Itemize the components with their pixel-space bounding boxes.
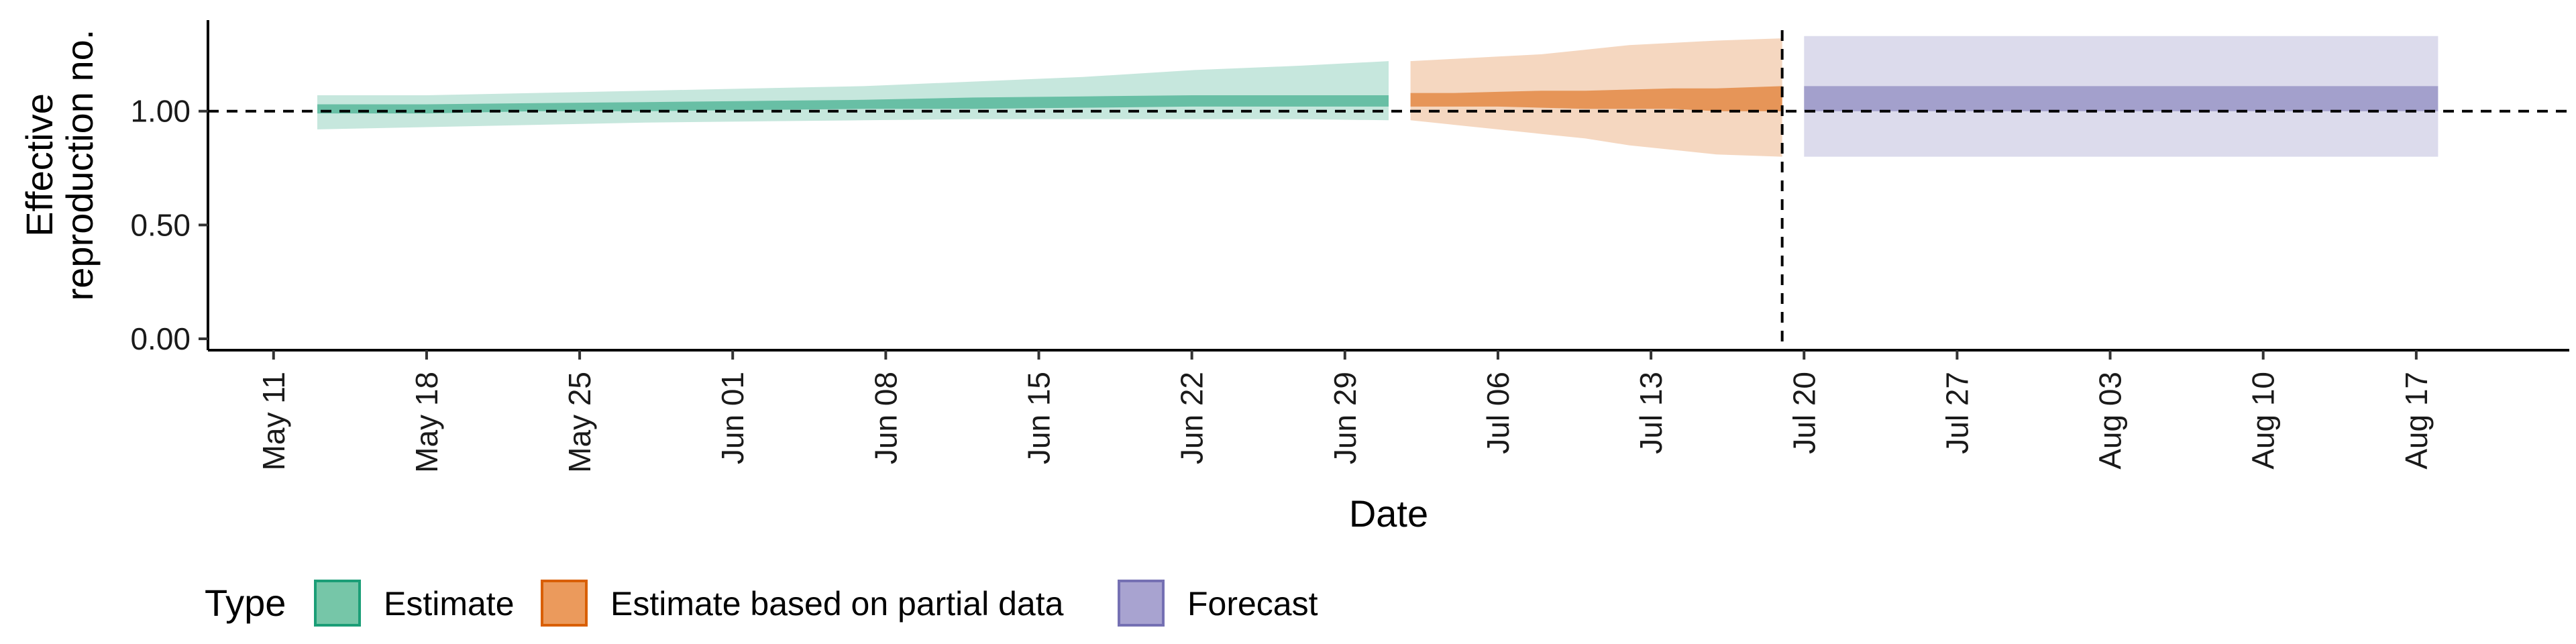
series-forecast xyxy=(1804,36,2438,157)
legend-label: Forecast xyxy=(1187,585,1318,623)
band-50-forecast xyxy=(1804,86,2438,111)
x-tick-label: Aug 17 xyxy=(2399,372,2434,470)
y-tick-label: 0.00 xyxy=(130,321,191,356)
x-tick-label: May 11 xyxy=(256,372,291,470)
legend-item-estimate-based-on-partial-data: Estimate based on partial data xyxy=(541,580,1064,627)
legend-title: Type xyxy=(205,582,286,624)
series-estimate-based-on-partial-data xyxy=(1410,38,1782,157)
reference-lines-layer xyxy=(208,30,2569,350)
x-tick-label: Aug 03 xyxy=(2093,372,2128,470)
y-tick-label: 0.50 xyxy=(130,207,191,242)
legend-label: Estimate xyxy=(384,585,515,623)
x-axis-title: Date xyxy=(1349,492,1428,535)
x-tick-label: May 18 xyxy=(409,372,444,473)
axes-layer: 0.00 0.50 1.00 May 11 May 18 May 25 Jun 01 Jun … xyxy=(18,20,2569,535)
band-50-estimate-based-on-partial-data xyxy=(1410,86,1782,111)
x-tick-label: Jun 29 xyxy=(1328,372,1362,464)
x-tick-label: Jun 15 xyxy=(1022,372,1057,464)
y-axis-title-line: reproduction no. xyxy=(58,30,101,301)
legend-swatch xyxy=(541,580,588,627)
legend-label: Estimate based on partial data xyxy=(610,585,1064,623)
band-50-estimate xyxy=(317,95,1389,114)
x-tick-label: Jun 22 xyxy=(1175,372,1210,464)
x-tick-label: Jul 27 xyxy=(1939,372,1974,454)
y-axis-title-line: Effective xyxy=(18,93,60,237)
series-estimate xyxy=(317,61,1389,129)
x-tick-label: May 25 xyxy=(562,372,597,473)
legend-item-estimate: Estimate xyxy=(314,580,515,627)
x-tick-label: Jul 13 xyxy=(1633,372,1668,454)
legend-swatch xyxy=(1118,580,1165,627)
x-tick-label: Jul 06 xyxy=(1481,372,1515,454)
x-tick-label: Aug 10 xyxy=(2246,372,2281,470)
bands-layer xyxy=(317,36,2438,157)
x-tick-label: Jul 20 xyxy=(1786,372,1821,454)
y-tick-label: 1.00 xyxy=(130,94,191,129)
x-tick-label: Jun 08 xyxy=(868,372,903,464)
x-tick-label: Jun 01 xyxy=(715,372,750,464)
legend-item-forecast: Forecast xyxy=(1118,580,1318,627)
legend-swatch xyxy=(314,580,361,627)
legend-layer: Type Estimate Estimate based on partial da… xyxy=(205,580,1318,627)
y-axis-title: Effectivereproduction no. xyxy=(18,30,101,301)
